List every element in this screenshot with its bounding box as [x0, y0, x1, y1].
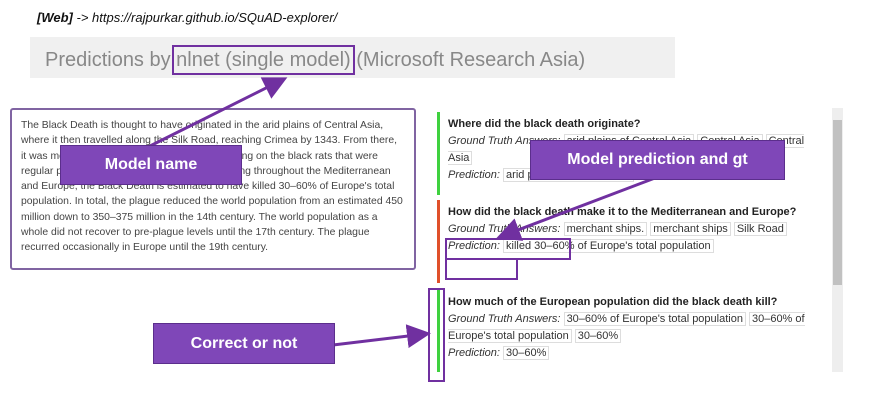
pred-label: Prediction:	[448, 169, 500, 181]
prediction-row: Prediction: killed 30–60% of Europe's to…	[448, 238, 828, 255]
callout: Model name	[60, 145, 242, 185]
prediction: 30–60%	[503, 346, 550, 360]
title: Predictions by nlnet (single model) (Mic…	[45, 45, 586, 75]
question-item: How did the black death make it to the M…	[437, 200, 828, 283]
source-line: [Web] -> https://rajpurkar.github.io/SQu…	[37, 10, 337, 25]
callout: Correct or not	[153, 323, 335, 364]
question: Where did the black death originate?	[448, 118, 641, 130]
answer: 30–60% of Europe's total population	[563, 312, 746, 326]
answer: Silk Road	[733, 222, 787, 236]
title-prefix: Predictions by	[45, 49, 177, 71]
wrong-bar	[437, 200, 440, 283]
answer: 30–60% of Europe's total population	[448, 312, 805, 343]
scroll-thumb[interactable]	[833, 120, 842, 285]
callout: Model prediction and gt	[530, 140, 785, 180]
question: How did the black death make it to the M…	[448, 206, 797, 218]
correct-bar	[437, 112, 440, 195]
question-item: How much of the European population did …	[437, 290, 828, 372]
prediction: killed 30–60% of Europe's total populati…	[503, 239, 714, 253]
gt-label: Ground Truth Answers:	[448, 313, 561, 325]
prediction-row: Prediction: 30–60%	[448, 345, 828, 362]
title-suffix: (Microsoft Research Asia)	[350, 49, 586, 71]
answer: merchant ships	[650, 222, 731, 236]
model-name: nlnet (single model)	[172, 45, 355, 75]
arrow	[332, 324, 431, 349]
pred-label: Prediction:	[448, 347, 500, 359]
correct-bar	[437, 290, 440, 372]
answer: merchant ships.	[563, 222, 648, 236]
pred-label: Prediction:	[448, 240, 500, 252]
title-bar	[30, 37, 675, 78]
highlight-prediction	[445, 258, 518, 280]
source-tag: [Web]	[37, 10, 73, 25]
question: How much of the European population did …	[448, 296, 778, 308]
url: -> https://rajpurkar.github.io/SQuAD-exp…	[72, 10, 338, 25]
arrow	[149, 77, 288, 148]
answers: Ground Truth Answers: 30–60% of Europe's…	[448, 311, 828, 345]
arrow	[496, 176, 656, 241]
answer: 30–60%	[574, 329, 622, 343]
